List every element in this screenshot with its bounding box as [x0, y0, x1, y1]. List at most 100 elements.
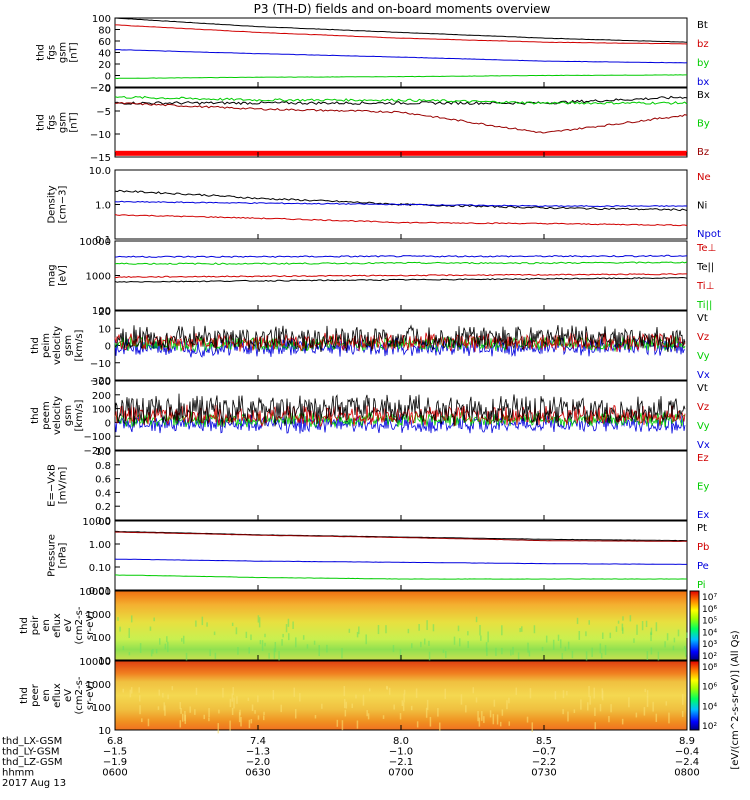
- legend-entry: Vt: [697, 313, 708, 324]
- spectrogram-texture: [437, 708, 439, 717]
- legend-entry: Pe: [697, 561, 709, 572]
- y-axis-label: fgs: [47, 115, 58, 130]
- y-tick-label: 60: [98, 37, 111, 48]
- spectrogram-texture: [209, 649, 211, 657]
- spectrogram-texture: [576, 617, 579, 625]
- legend-entry: Bt: [697, 20, 708, 31]
- y-axis-label: [mV/m]: [58, 467, 69, 505]
- y-axis-label: Density: [47, 185, 58, 223]
- spectrogram-texture: [141, 718, 143, 723]
- spectrogram-texture: [257, 715, 260, 720]
- spectrogram-texture: [646, 690, 649, 698]
- series-line: [114, 17, 688, 43]
- spectrogram-texture: [432, 624, 435, 632]
- spectrogram-texture: [295, 637, 297, 648]
- spectrogram-texture: [508, 697, 510, 704]
- y-tick-label: 0: [105, 418, 111, 429]
- spectrogram-texture: [567, 641, 570, 650]
- y-axis-label: [nT]: [69, 42, 80, 62]
- spectrogram-texture: [599, 643, 602, 654]
- series-line: [114, 261, 688, 265]
- legend-entry: Ex: [697, 510, 709, 521]
- spectrogram-texture: [377, 625, 380, 635]
- spectrogram-texture: [213, 631, 216, 636]
- spectrogram-texture: [622, 616, 624, 621]
- spectrogram-texture: [264, 633, 266, 638]
- y-axis-label: peir: [30, 615, 41, 635]
- legend-entry: Ti||: [696, 300, 712, 311]
- spectrogram-texture: [294, 709, 297, 719]
- panel-3: Density [cm−3] 10.0 1.0 0.1 Ne Ni Npot: [47, 166, 721, 246]
- spectrogram-texture: [157, 706, 160, 710]
- spectrogram-texture: [486, 647, 488, 656]
- y-tick-label: −100: [84, 432, 111, 443]
- spectrogram-texture: [274, 641, 277, 652]
- y-tick-label: 1.0: [95, 201, 111, 212]
- spectrogram-texture: [527, 642, 529, 653]
- spectrogram-texture: [501, 709, 504, 716]
- series-line: [115, 24, 688, 45]
- spectrogram-texture: [251, 704, 254, 711]
- spectrogram-texture: [250, 719, 253, 724]
- spectrogram-texture: [564, 646, 567, 651]
- spectrogram-texture: [273, 648, 276, 659]
- spectrogram-texture: [356, 631, 359, 638]
- spectrogram-texture: [479, 624, 481, 636]
- y-axis-label: eflux: [52, 683, 63, 708]
- series-line: [114, 189, 688, 212]
- y-tick-label: −5: [96, 107, 111, 118]
- spectrogram-texture: [429, 716, 432, 727]
- spectrogram-texture: [423, 638, 426, 645]
- spectrogram-texture: [554, 691, 557, 700]
- x-axis-value: 0800: [674, 768, 699, 779]
- date-label: 2017 Aug 13: [2, 778, 66, 789]
- spectrogram-texture: [299, 693, 301, 702]
- y-axis-label: eV: [63, 619, 74, 632]
- legend-entry: By: [697, 119, 710, 130]
- y-axis-label: en: [41, 619, 52, 632]
- y-tick-label: −15: [90, 153, 111, 164]
- y-tick-label: 1.00: [89, 540, 111, 551]
- y-axis-label: eflux: [52, 613, 63, 638]
- y-axis-label: sr-eV): [85, 681, 96, 710]
- spectrogram-texture: [650, 627, 653, 635]
- y-tick-label: 1000: [86, 680, 111, 691]
- spectrogram-texture: [604, 645, 607, 655]
- legend-entry: Ez: [697, 453, 709, 464]
- spectrogram-texture: [573, 709, 576, 714]
- spectrogram-texture: [478, 717, 481, 727]
- spectrogram-texture: [261, 640, 264, 652]
- spectrogram-texture: [401, 700, 404, 707]
- spectrogram-texture: [477, 711, 479, 722]
- spectrogram-texture: [425, 707, 428, 718]
- spectrogram-texture: [155, 649, 158, 654]
- spectrogram-texture: [617, 620, 620, 624]
- colorbar-2: 10⁸ 10⁶ 10⁴ 10²: [689, 660, 717, 732]
- spectrogram-texture: [344, 709, 347, 717]
- velocity-trace: [114, 324, 686, 353]
- y-axis-label: thd: [30, 337, 41, 354]
- y-tick-label: 20: [98, 60, 111, 71]
- spectrogram-texture: [496, 714, 499, 725]
- spectrogram-texture: [428, 651, 431, 663]
- y-tick-label: 10.0: [89, 166, 111, 177]
- spectrogram-texture: [138, 695, 141, 702]
- spectrogram-texture: [593, 687, 596, 699]
- spectrogram-texture: [657, 651, 660, 662]
- colorbar-tick-label: 10⁷: [702, 593, 717, 603]
- spectrogram-texture: [426, 620, 428, 631]
- spectrogram-texture: [257, 695, 259, 703]
- spectrogram-texture: [348, 628, 351, 633]
- spectrogram-texture: [628, 697, 630, 708]
- spectrogram-texture: [392, 645, 395, 653]
- spectrogram-texture: [585, 631, 587, 637]
- velocity-trace: [114, 404, 686, 428]
- x-axis-value: −1.3: [246, 747, 270, 758]
- x-axis-value: −1.0: [389, 747, 413, 758]
- spectrogram-texture: [206, 622, 208, 627]
- legend-entry: bz: [697, 39, 709, 50]
- spectrogram-texture: [567, 711, 569, 722]
- y-tick-label: 0.8: [95, 461, 111, 472]
